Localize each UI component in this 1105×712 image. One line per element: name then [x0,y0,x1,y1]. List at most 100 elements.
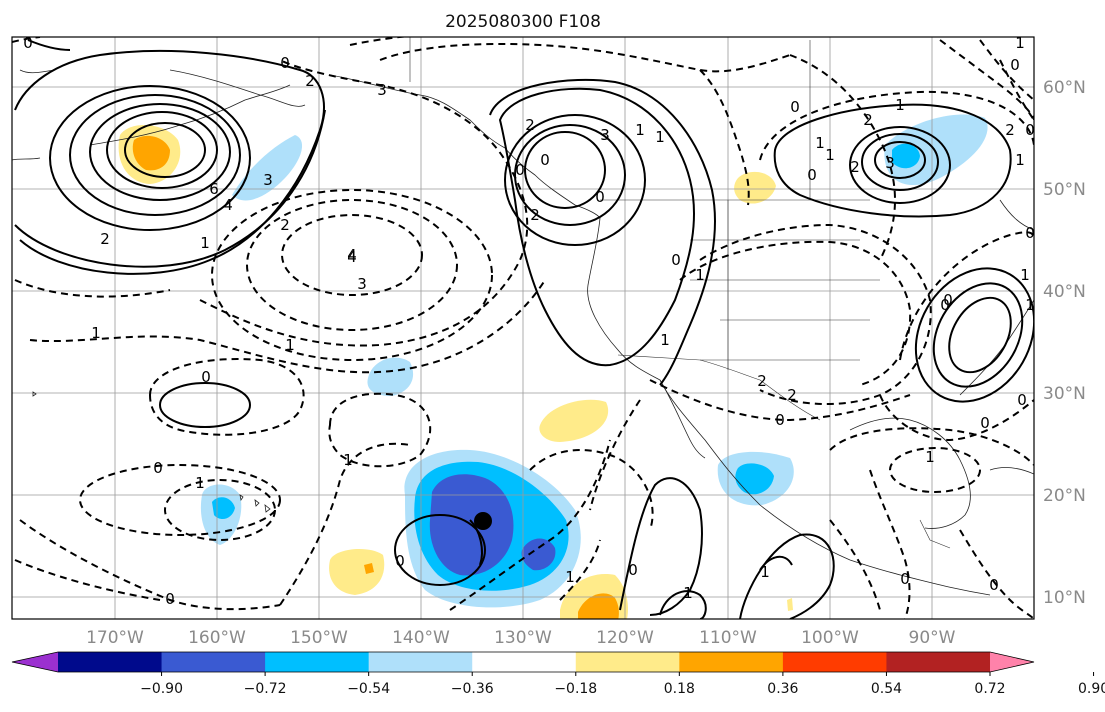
colorbar-tick-label: 0.72 [974,681,1005,697]
contour-label: 2 [525,116,535,134]
contour-label: 1 [925,448,935,466]
contour-label: 3 [885,154,895,172]
colorbar-tick-label: 0.54 [871,681,902,697]
lon-label: 170°W [86,628,144,648]
contour-label: 0 [595,188,605,206]
lon-label: 120°W [596,628,654,648]
contour-lines [12,37,1034,619]
lat-label: 10°N [1043,588,1086,608]
contour-label: 0 [943,291,953,309]
contour-label: 3 [357,275,367,293]
colorbar-tick-label: 0.36 [767,681,798,697]
contour-label: 2 [1005,121,1015,139]
lon-label: 100°W [801,628,859,648]
contour-label: 1 [1025,296,1035,314]
contour-label: 1 [91,324,101,342]
contour-label: 0 [628,561,638,579]
contour-label: 0 [201,368,211,386]
shade-positive [539,399,609,442]
contour-label: 1 [195,474,205,492]
shade-negative [212,497,235,520]
shade-negative [892,143,920,169]
chart-title: 2025080300 F108 [445,12,601,32]
contour-label: 0 [1025,121,1035,139]
colorbar-segment [161,652,266,672]
colorbar-tick-label: −0.90 [140,681,183,697]
contour-label: 0 [900,570,910,588]
contour-labels: 0 2 1 3 2 4 3 6 4 2 1 1 0 1 3 4 3 2 1 0 … [23,37,1035,608]
lat-label: 50°N [1043,180,1086,200]
colorbar-segment [265,652,370,672]
shade-positive [787,598,793,611]
contour-label: 0 [775,411,785,429]
colorbar-segment [472,652,577,672]
contour-label: 1 [200,234,210,252]
contour-label: 0 [989,576,999,594]
lon-label: 110°W [699,628,757,648]
storm-center-marker [474,512,492,530]
shade-positive [734,171,776,204]
contour-label: 1 [683,584,693,602]
contour-label: 0 [980,414,990,432]
contour-label: 1 [655,128,665,146]
contour-label: 0 [395,552,405,570]
contour-label: 0 [1025,224,1035,242]
longitude-labels: 170°W 160°W 150°W 140°W 130°W 120°W 110°… [86,628,956,648]
contour-label: 0 [540,151,550,169]
colorbar-extend-low [12,652,58,672]
colorbar-segment [782,652,887,672]
contour-label: 0 [807,166,817,184]
contour-label: 4 [347,246,357,264]
lat-label: 20°N [1043,486,1086,506]
contour-label: 1 [1015,151,1025,169]
shade-negative [735,463,774,495]
colorbar-extend-high [990,652,1034,672]
contour-label: 1 [760,563,770,581]
contour-label: 2 [850,158,860,176]
contour-label: 1 [895,96,905,114]
contour-label: 2 [280,216,290,234]
shade-negative [367,357,414,396]
contour-label: 4 [347,248,357,266]
contour-label: 2 [757,372,767,390]
contour-label: 3 [263,171,273,189]
shaded-regions [118,114,988,619]
colorbar-segment [575,652,680,672]
contour-label: 1 [695,266,705,284]
lon-label: 140°W [392,628,450,648]
contour-label: 2 [100,230,110,248]
shade-positive [329,548,385,595]
colorbar-tick-label: −0.36 [451,681,494,697]
contour-label: 0 [515,161,525,179]
contour-label: 0 [165,590,175,608]
contour-label: 1 [825,146,835,164]
contour-label: 1 [565,568,575,586]
contour-label: 1 [285,336,295,354]
colorbar-segment [368,652,473,672]
contour-label: 1 [815,134,825,152]
gridlines [12,37,1034,619]
colorbar-segment [58,652,163,672]
shade-negative [232,135,303,201]
lat-label: 40°N [1043,282,1086,302]
colorbar-segment [679,652,784,672]
shade-positive [578,593,619,619]
colorbar-tick-label: −0.18 [554,681,597,697]
lat-label: 30°N [1043,384,1086,404]
lon-label: 150°W [290,628,348,648]
lon-label: 160°W [188,628,246,648]
contour-label: 2 [787,386,797,404]
map-frame [11,36,1035,620]
colorbar-tick-label: −0.54 [347,681,390,697]
contour-label: 4 [223,196,233,214]
shade-positive [364,563,374,574]
contour-label: 0 [671,251,681,269]
lon-label: 130°W [494,628,552,648]
contour-label: 3 [377,81,387,99]
shade-negative [521,538,556,571]
colorbar-tick-label: −0.72 [244,681,287,697]
contour-label: 1 [343,451,353,469]
contour-label: 2 [530,206,540,224]
colorbar-tick-label: 0.18 [664,681,695,697]
contour-label: 1 [660,331,670,349]
